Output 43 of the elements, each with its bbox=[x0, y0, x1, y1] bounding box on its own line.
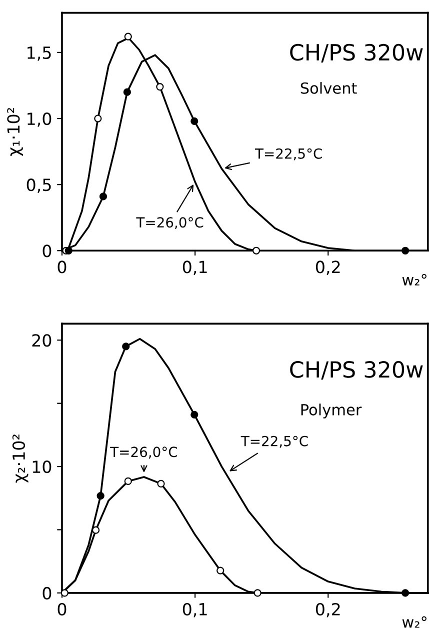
x-tick-label: 0 bbox=[58, 260, 66, 274]
point bbox=[92, 526, 100, 534]
annotation: T=26,0°C bbox=[110, 446, 178, 459]
x-tick-label: 0,1 bbox=[182, 260, 207, 275]
point bbox=[401, 246, 410, 254]
x-tick-label: 0,2 bbox=[316, 260, 340, 275]
x-tick-label: 0,2 bbox=[316, 602, 340, 618]
x-tick-label: 0 bbox=[58, 602, 66, 616]
text: CH/PS 320w bbox=[290, 361, 423, 380]
y-tick-label: 20 bbox=[32, 334, 52, 347]
y-axis-title: χ₂·10² bbox=[12, 434, 28, 483]
point bbox=[99, 192, 108, 200]
point bbox=[123, 88, 132, 96]
y-tick-label: 1,0 bbox=[28, 112, 52, 127]
point bbox=[124, 32, 132, 40]
annotation: T=22,5°C bbox=[254, 148, 322, 160]
point bbox=[254, 589, 262, 597]
point bbox=[122, 342, 130, 350]
y-tick-label: 1,5 bbox=[28, 46, 51, 61]
point bbox=[401, 589, 410, 597]
point bbox=[96, 492, 104, 500]
y-axis-title: χ₁·10² bbox=[7, 108, 23, 156]
x-axis-title: w₂° bbox=[402, 274, 426, 286]
annotation: T=22,5°C bbox=[240, 436, 308, 448]
y-tick-label: 0 bbox=[42, 244, 52, 258]
point bbox=[216, 566, 224, 574]
y-tick-label: 0,5 bbox=[26, 178, 51, 193]
text: Solvent bbox=[300, 82, 357, 94]
point bbox=[157, 480, 165, 488]
point bbox=[94, 114, 102, 122]
annotation: T=26,0°C bbox=[136, 217, 204, 230]
y-tick-label: 10 bbox=[32, 460, 52, 474]
point bbox=[64, 246, 72, 254]
x-tick-label: 0,1 bbox=[182, 602, 207, 618]
point bbox=[190, 117, 198, 125]
point bbox=[156, 82, 164, 91]
point bbox=[124, 477, 132, 486]
x-axis-title: w₂° bbox=[402, 616, 426, 628]
point bbox=[252, 246, 260, 254]
y-tick-label: 0 bbox=[42, 586, 52, 600]
point bbox=[190, 410, 198, 419]
text: Polymer bbox=[301, 404, 362, 418]
text: CH/PS 320w bbox=[290, 44, 423, 62]
